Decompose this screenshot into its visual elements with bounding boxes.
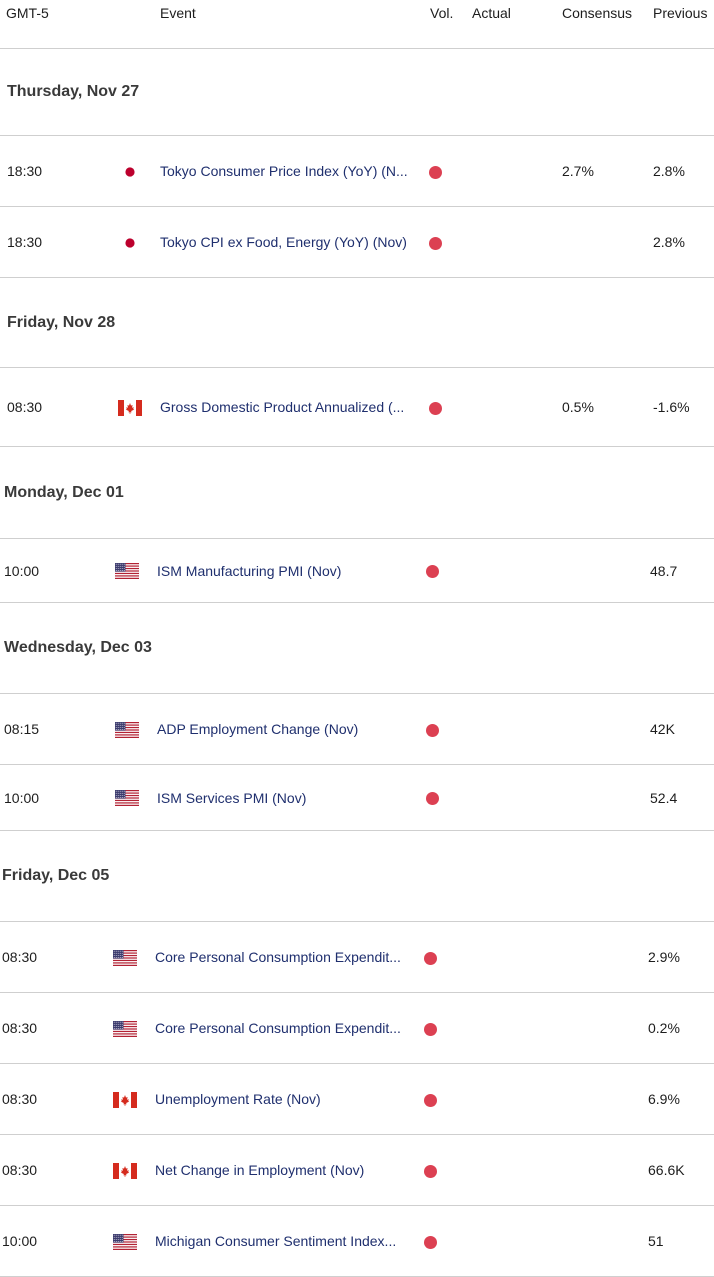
event-row[interactable]: 10:00 ISM Manufacturing PMI (Nov) 48.7: [0, 539, 714, 603]
previous-value: -1.6%: [653, 399, 690, 415]
day-header-row: Friday, Dec 05: [0, 831, 714, 922]
previous-value: 48.7: [650, 562, 678, 579]
high-volatility-icon: [429, 166, 442, 179]
event-name-link[interactable]: Tokyo Consumer Price Index (YoY) (N...: [160, 163, 408, 179]
event-row[interactable]: 18:30 Tokyo CPI ex Food, Energy (YoY) (No…: [0, 207, 714, 278]
event-name-link[interactable]: Unemployment Rate (Nov): [155, 1091, 321, 1107]
event-time: 08:30: [2, 1020, 38, 1036]
us-flag-icon: [115, 722, 139, 738]
event-time: 18:30: [7, 234, 43, 250]
previous-value: 52.4: [650, 789, 678, 806]
vol-column-header: Vol.: [430, 5, 454, 21]
day-label: Wednesday, Dec 03: [4, 639, 152, 656]
previous-value: 42K: [650, 721, 675, 737]
day-header-row: Wednesday, Dec 03: [0, 603, 714, 694]
high-volatility-icon: [429, 237, 442, 250]
event-row[interactable]: 18:30 Tokyo Consumer Price Index (YoY) (N…: [0, 136, 714, 207]
consensus-value: 2.7%: [562, 163, 594, 179]
high-volatility-icon: [426, 724, 439, 737]
previous-value: 66.6K: [648, 1162, 685, 1178]
event-name-link[interactable]: Net Change in Employment (Nov): [155, 1162, 365, 1178]
previous-value: 0.2%: [648, 1020, 680, 1036]
high-volatility-icon: [426, 565, 439, 578]
event-time: 08:30: [7, 399, 43, 415]
ca-flag-icon: [113, 1163, 137, 1179]
event-row[interactable]: 08:30 Net Change in Employment (Nov) 66.6K: [0, 1135, 714, 1206]
previous-value: 2.8%: [653, 234, 685, 250]
us-flag-icon: [113, 950, 137, 966]
event-row[interactable]: 08:30 Unemployment Rate (Nov) 6.9%: [0, 1064, 714, 1135]
previous-value: 2.9%: [648, 949, 680, 965]
event-time: 10:00: [4, 789, 40, 806]
high-volatility-icon: [429, 402, 442, 415]
event-row[interactable]: 08:30 Gross Domestic Product Annualized (…: [0, 368, 714, 447]
event-row[interactable]: 08:30 Core Personal Consumption Expendit.…: [0, 993, 714, 1064]
event-time: 08:30: [2, 949, 38, 965]
ca-flag-icon: [118, 400, 142, 416]
event-row[interactable]: 10:00 ISM Services PMI (Nov) 52.4: [0, 765, 714, 831]
event-name-link[interactable]: ADP Employment Change (Nov): [157, 721, 359, 737]
high-volatility-icon: [424, 1094, 437, 1107]
us-flag-icon: [115, 790, 139, 806]
high-volatility-icon: [426, 792, 439, 805]
event-name-link[interactable]: Gross Domestic Product Annualized (...: [160, 399, 405, 415]
jp-flag-icon: [118, 164, 142, 180]
day-header-row: Thursday, Nov 27: [0, 48, 714, 136]
timezone-label[interactable]: GMT-5: [6, 5, 49, 21]
table-header: GMT-5 Event Vol. Actual Consensus Previo…: [0, 0, 714, 49]
event-name-link[interactable]: Tokyo CPI ex Food, Energy (YoY) (Nov): [160, 234, 407, 250]
high-volatility-icon: [424, 1236, 437, 1249]
event-name-link[interactable]: Core Personal Consumption Expendit...: [155, 949, 401, 965]
event-name-link[interactable]: ISM Manufacturing PMI (Nov): [157, 563, 342, 579]
jp-flag-icon: [118, 235, 142, 251]
day-header-row: Friday, Nov 28: [0, 278, 714, 368]
event-row[interactable]: 08:30 Core Personal Consumption Expendit.…: [0, 922, 714, 993]
previous-column-header: Previous: [653, 5, 708, 21]
day-label: Friday, Nov 28: [7, 313, 116, 331]
event-time: 08:15: [4, 721, 40, 737]
high-volatility-icon: [424, 952, 437, 965]
event-time: 08:30: [2, 1091, 38, 1107]
actual-column-header: Actual: [472, 5, 511, 21]
us-flag-icon: [113, 1021, 137, 1037]
consensus-value: 0.5%: [562, 399, 594, 415]
high-volatility-icon: [424, 1023, 437, 1036]
day-label: Friday, Dec 05: [2, 867, 110, 884]
us-flag-icon: [115, 563, 139, 579]
previous-value: 6.9%: [648, 1091, 680, 1107]
previous-value: 2.8%: [653, 163, 685, 179]
event-row[interactable]: 08:15 ADP Employment Change (Nov) 42K: [0, 694, 714, 765]
event-row[interactable]: 10:00 Michigan Consumer Sentiment Index..…: [0, 1206, 714, 1277]
ca-flag-icon: [113, 1092, 137, 1108]
event-time: 10:00: [4, 562, 40, 579]
event-name-link[interactable]: Michigan Consumer Sentiment Index...: [155, 1233, 397, 1249]
day-header-row: Monday, Dec 01: [0, 447, 714, 539]
event-name-link[interactable]: Core Personal Consumption Expendit...: [155, 1020, 401, 1036]
consensus-column-header: Consensus: [562, 5, 633, 21]
high-volatility-icon: [424, 1165, 437, 1178]
event-column-header: Event: [160, 5, 196, 21]
us-flag-icon: [113, 1234, 137, 1250]
event-time: 08:30: [2, 1162, 38, 1178]
event-name-link[interactable]: ISM Services PMI (Nov): [157, 790, 307, 806]
previous-value: 51: [648, 1233, 664, 1249]
event-time: 18:30: [7, 163, 43, 179]
day-label: Monday, Dec 01: [4, 483, 124, 501]
day-label: Thursday, Nov 27: [7, 82, 140, 100]
event-time: 10:00: [2, 1233, 38, 1249]
